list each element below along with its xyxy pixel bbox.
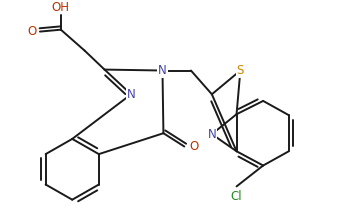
Text: Cl: Cl: [231, 190, 243, 203]
Text: OH: OH: [52, 1, 70, 14]
Text: N: N: [208, 128, 216, 141]
Text: O: O: [27, 25, 36, 38]
Text: O: O: [189, 140, 198, 153]
Text: N: N: [158, 64, 167, 77]
Text: S: S: [237, 64, 244, 77]
Text: N: N: [127, 88, 135, 101]
